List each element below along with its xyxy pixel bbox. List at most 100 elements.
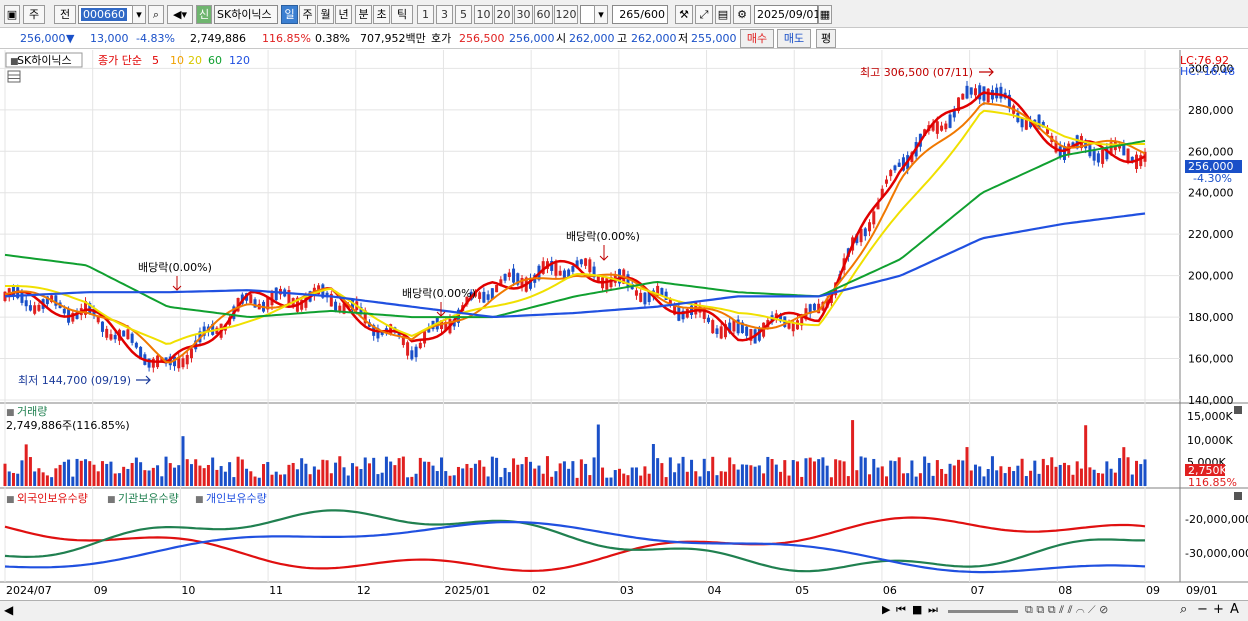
market-select[interactable]: 주 — [23, 5, 45, 24]
search-icon[interactable]: ⌕ — [148, 5, 164, 24]
candle-body — [105, 328, 109, 338]
price-tick: 280,000 — [1188, 104, 1234, 117]
volume-bar — [579, 459, 583, 486]
chart-area[interactable]: 300,000 280,000 260,000 240,000 220,000 200,0… — [0, 50, 1248, 600]
interval-30[interactable]: 30 — [514, 5, 533, 24]
volume-bar — [1075, 461, 1079, 486]
zoom-slider[interactable] — [948, 610, 1018, 613]
volume-bar — [931, 475, 935, 486]
volume-bar — [24, 444, 28, 486]
volume-bar — [969, 470, 973, 486]
candle-body — [812, 303, 816, 311]
period-minute[interactable]: 분 — [355, 5, 372, 24]
current-price-tag: 256,000 — [1188, 160, 1234, 173]
volume-bar — [622, 473, 626, 486]
volume-bar — [673, 472, 677, 486]
period-week[interactable]: 주 — [299, 5, 316, 24]
volume-ratio: 116.85% — [262, 32, 311, 45]
interval-10[interactable]: 10 — [474, 5, 493, 24]
volume-bar — [706, 471, 710, 486]
volume-bar — [1135, 460, 1139, 486]
stop-icon[interactable]: ■ — [912, 603, 923, 616]
interval-120[interactable]: 120 — [554, 5, 578, 24]
x-tick-label: 04 — [708, 584, 722, 597]
code-input[interactable]: 000660 — [78, 5, 136, 24]
volume-bar — [342, 467, 346, 486]
price-tick: 300,000 — [1188, 62, 1234, 75]
period-year[interactable]: 년 — [335, 5, 352, 24]
interval-20[interactable]: 20 — [494, 5, 513, 24]
volume-bar — [84, 459, 88, 486]
candle-body — [50, 295, 54, 302]
volume-bar — [1020, 458, 1024, 486]
candle-body — [973, 88, 977, 96]
trade-amount: 707,952백만 — [360, 32, 426, 45]
candle-body — [274, 287, 278, 301]
eval-label: 평 — [820, 32, 832, 45]
candle-body — [215, 327, 219, 334]
window-menu-icon[interactable]: ▣ — [4, 5, 20, 24]
font-size-icon[interactable]: A — [1230, 602, 1239, 617]
candle-body — [668, 299, 672, 306]
date-field[interactable]: 2025/09/01 — [754, 5, 820, 24]
period-second[interactable]: 초 — [373, 5, 390, 24]
chart-svg[interactable]: 300,000 280,000 260,000 240,000 220,000 200,0… — [0, 50, 1248, 600]
holding-line-2 — [4, 521, 1146, 574]
save-icon[interactable]: ▤ — [715, 5, 731, 24]
interval-3[interactable]: 3 — [436, 5, 453, 24]
volume-bar — [639, 475, 643, 486]
candle-body — [957, 97, 961, 111]
period-month[interactable]: 월 — [317, 5, 334, 24]
sell-button[interactable]: 매도 — [777, 29, 811, 48]
volume-bar — [1041, 458, 1045, 486]
zoom-in-icon[interactable]: + — [1213, 602, 1224, 617]
last-icon[interactable]: ⏭ — [928, 603, 938, 616]
holding-close-icon[interactable] — [1234, 492, 1242, 500]
volume-bar — [520, 464, 524, 486]
code-dropdown-icon[interactable]: ▾ — [132, 5, 146, 24]
volume-bar — [253, 476, 257, 486]
volume-bar — [592, 457, 596, 486]
volume-bar — [651, 444, 655, 486]
scroll-left-icon[interactable]: ◀ — [4, 603, 14, 617]
zoom-search-icon[interactable]: ⌕ — [1180, 602, 1188, 617]
volume-bar — [567, 468, 571, 486]
scroll-right-icon[interactable]: ▶ — [882, 603, 891, 616]
sound-icon[interactable]: ◀▾ — [167, 5, 193, 24]
candle-body — [656, 285, 660, 296]
interval-60[interactable]: 60 — [534, 5, 553, 24]
volume-bar — [245, 468, 249, 486]
candle-body — [376, 328, 380, 339]
prev-button[interactable]: 전 — [54, 5, 76, 24]
ma10-legend: 10 — [170, 54, 184, 67]
dividend-marker-1-icon — [172, 276, 182, 291]
volume-bar — [33, 471, 37, 486]
buy-button[interactable]: 매수 — [740, 29, 774, 48]
crosshair-icon[interactable]: ⤢ — [695, 5, 713, 24]
volume-bar — [876, 467, 880, 486]
zoom-out-icon[interactable]: − — [1197, 602, 1208, 617]
volume-bar — [995, 470, 999, 486]
eval-button[interactable]: 평 — [816, 29, 836, 48]
volume-bar — [906, 473, 910, 486]
hc-value: HC:-16.48 — [1180, 65, 1235, 78]
count-field[interactable]: 265/600 — [612, 5, 668, 24]
candle-body — [584, 258, 588, 266]
candle-body — [130, 333, 134, 343]
volume-close-icon[interactable] — [1234, 406, 1242, 414]
table-toggle-icon[interactable] — [7, 70, 21, 83]
first-icon[interactable]: ⏮ — [896, 603, 906, 616]
interval-1[interactable]: 1 — [417, 5, 434, 24]
candle-body — [757, 328, 761, 341]
candle-body — [1046, 127, 1050, 134]
period-tick[interactable]: 틱 — [391, 5, 413, 24]
interval-5[interactable]: 5 — [455, 5, 472, 24]
settings-icon[interactable]: ⚙ — [733, 5, 751, 24]
tools-icon[interactable]: ⚒ — [675, 5, 693, 24]
layout-icons[interactable]: ⧉ ⧉ ⧉ ⫽ ⫽ ⌒ ⟋ ⊘ — [1025, 603, 1109, 616]
volume-bar — [300, 458, 304, 486]
date-picker-icon[interactable]: ▦ — [818, 5, 832, 24]
candle-body — [643, 292, 647, 305]
period-day[interactable]: 일 — [281, 5, 298, 24]
interval-dropdown-icon[interactable]: ▾ — [594, 5, 608, 24]
